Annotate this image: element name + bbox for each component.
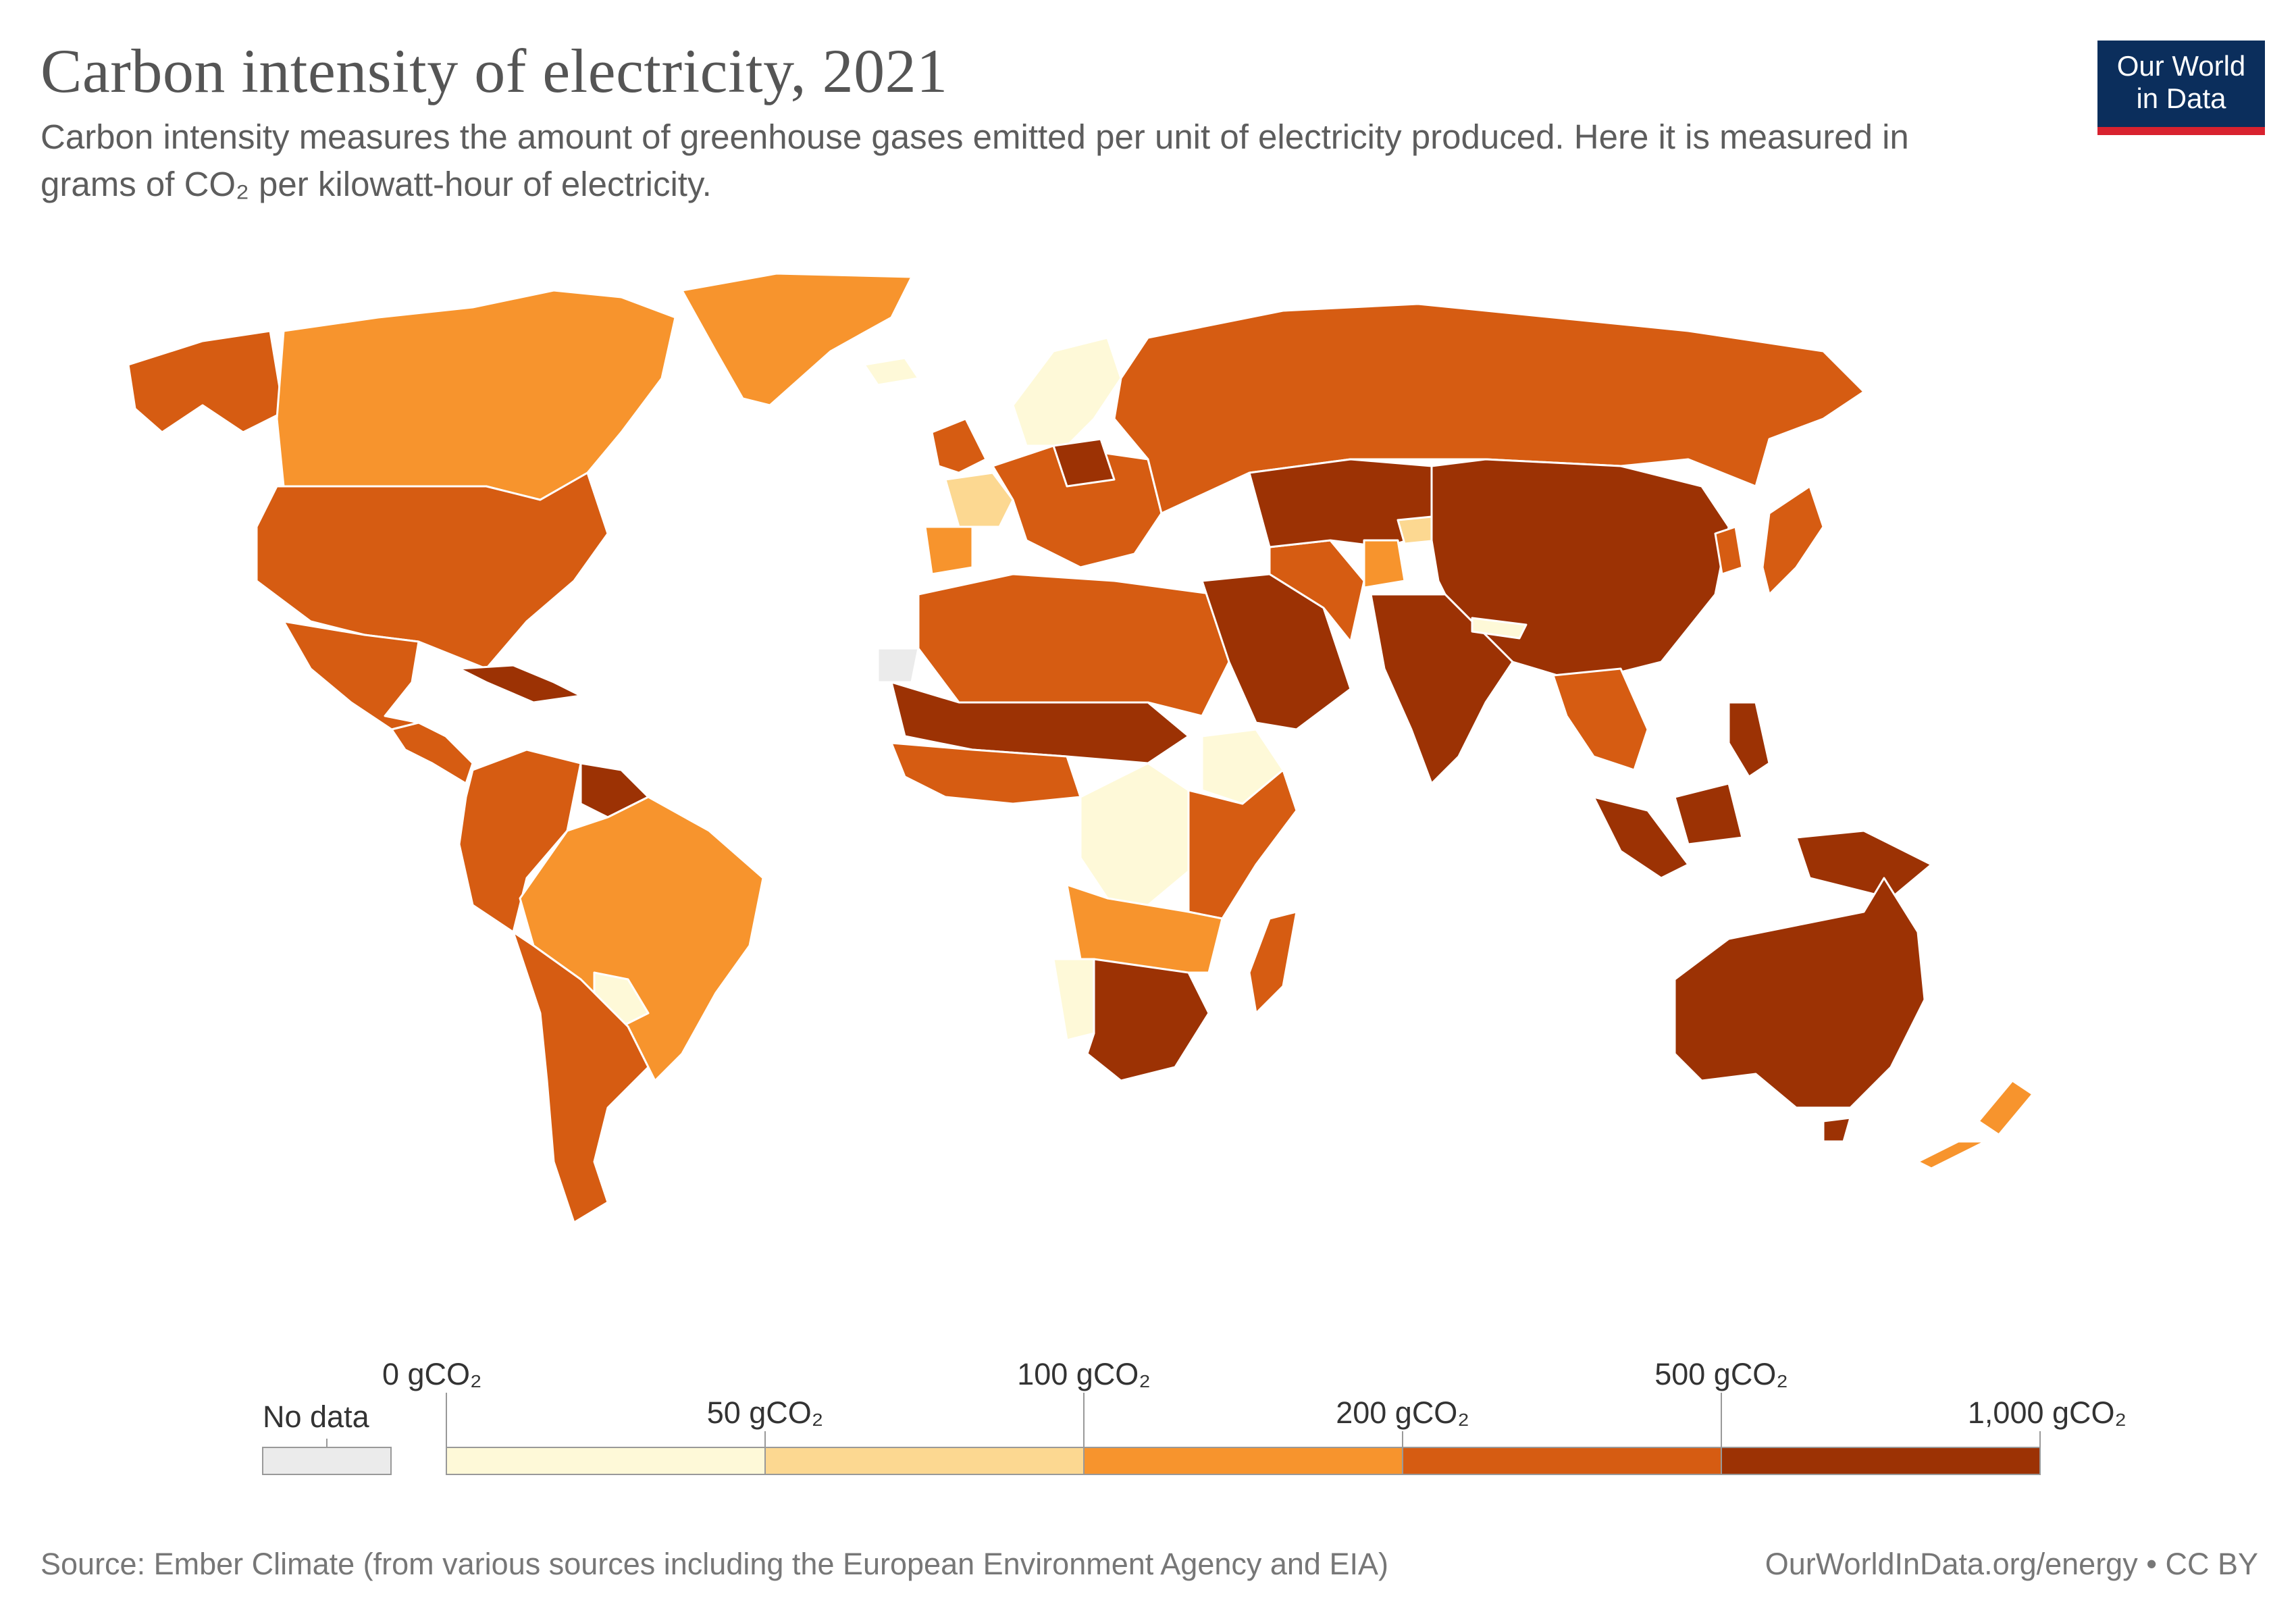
legend-label-0: 0 gCO₂ <box>382 1357 482 1391</box>
legend-label-3: 200 gCO₂ <box>1336 1395 1469 1430</box>
legend-bin-2 <box>1083 1447 1403 1475</box>
region-new-zealand[interactable] <box>1916 1079 2034 1170</box>
region-southern-cone[interactable] <box>512 931 650 1224</box>
region-nepal[interactable] <box>1471 617 1528 640</box>
region-central-africa[interactable] <box>1079 762 1190 906</box>
color-legend: No data 0 gCO₂ 50 gCO₂ 100 gCO₂ 200 gCO₂ 500… <box>262 1357 2127 1475</box>
region-caribbean[interactable] <box>458 664 582 704</box>
legend-ticks: 0 gCO₂ 50 gCO₂ 100 gCO₂ 200 gCO₂ 500 gCO₂ 1,0… <box>382 1357 2127 1447</box>
region-alaska[interactable] <box>127 330 285 434</box>
region-russia[interactable] <box>1113 303 1865 515</box>
legend-bin-0 <box>446 1447 766 1475</box>
country-shapes <box>127 272 2034 1224</box>
source-note: Source: Ember Climate (from various sour… <box>41 1547 1388 1581</box>
region-southeast-asia[interactable] <box>1552 667 1649 771</box>
legend-label-5: 1,000 gCO₂ <box>1968 1395 2127 1430</box>
region-philippines[interactable] <box>1727 701 1771 778</box>
legend-bin-1 <box>764 1447 1085 1475</box>
region-afghanistan[interactable] <box>1363 539 1406 589</box>
region-india[interactable] <box>1369 593 1514 785</box>
region-madagascar[interactable] <box>1248 910 1298 1014</box>
legend-label-2: 100 gCO₂ <box>1017 1357 1151 1391</box>
legend-no-data-swatch <box>262 1447 392 1475</box>
region-australia[interactable] <box>1673 877 1926 1143</box>
region-south-africa[interactable] <box>1086 958 1210 1082</box>
region-north-africa[interactable] <box>917 573 1230 717</box>
region-central-america[interactable] <box>390 721 474 785</box>
region-east-africa[interactable] <box>1187 769 1298 920</box>
region-france[interactable] <box>944 471 1014 528</box>
region-poland[interactable] <box>1052 438 1116 488</box>
region-usa[interactable] <box>255 471 609 670</box>
region-indonesia[interactable] <box>1592 782 1933 900</box>
region-western-sahara[interactable] <box>877 647 920 684</box>
owid-logo[interactable]: Our World in Data <box>2097 41 2265 135</box>
legend-label-1: 50 gCO₂ <box>707 1395 824 1430</box>
region-colombia-andes[interactable] <box>458 748 582 933</box>
legend-bin-3 <box>1402 1447 1722 1475</box>
chart-subtitle: Carbon intensity measures the amount of … <box>41 118 1909 203</box>
region-scandinavia[interactable] <box>1012 336 1122 447</box>
logo-line-1: Our World <box>2116 50 2246 82</box>
region-west-africa[interactable] <box>890 742 1082 805</box>
legend-no-data-label: No data <box>263 1399 370 1434</box>
legend-label-4: 500 gCO₂ <box>1654 1357 1788 1391</box>
legend-bin-4 <box>1721 1447 2041 1475</box>
legend-bins <box>446 1447 2041 1475</box>
logo-line-2: in Data <box>2136 82 2226 114</box>
region-canada[interactable] <box>276 289 677 501</box>
chart-title: Carbon intensity of electricity, 2021 <box>41 36 948 105</box>
region-uk-ireland[interactable] <box>931 417 987 474</box>
region-iberia[interactable] <box>924 525 974 575</box>
region-greenland[interactable] <box>681 272 913 407</box>
region-sahel[interactable] <box>890 681 1190 765</box>
region-namibia[interactable] <box>1052 958 1095 1041</box>
credit-link[interactable]: OurWorldInData.org/energy • CC BY <box>1765 1547 2258 1581</box>
region-korea-japan[interactable] <box>1714 485 1825 596</box>
region-iceland[interactable] <box>863 357 920 386</box>
region-mexico[interactable] <box>282 620 420 731</box>
